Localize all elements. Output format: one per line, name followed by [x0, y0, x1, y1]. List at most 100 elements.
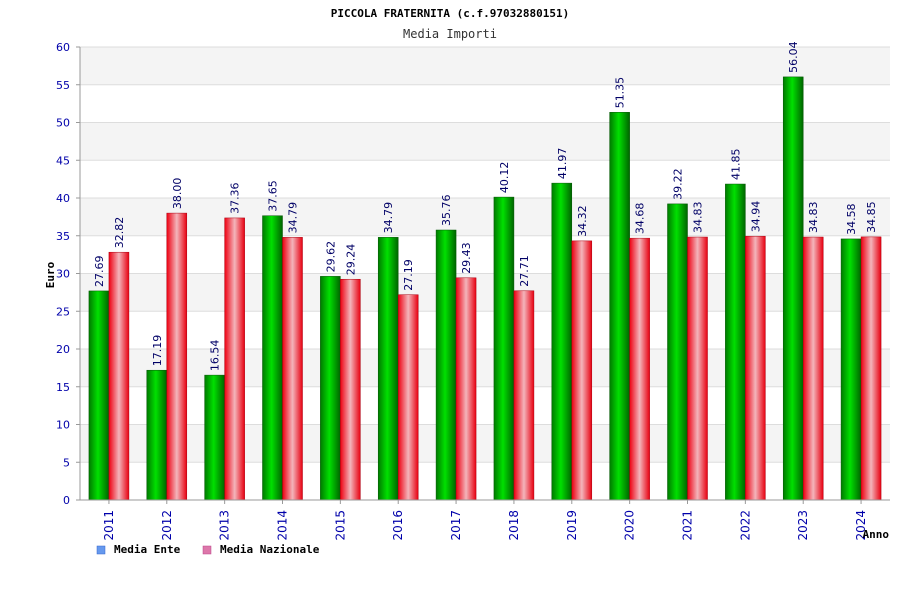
bar-media-nazionale-2014 — [282, 237, 303, 501]
y-tick-label: 45 — [56, 154, 70, 167]
y-tick-label: 40 — [56, 192, 70, 205]
y-axis-ticks: 0 5 10 15 20 25 30 35 40 45 50 55 60 — [56, 41, 80, 507]
value-label: 34.83 — [807, 202, 820, 234]
value-label: 34.32 — [576, 205, 589, 237]
value-label: 34.94 — [749, 201, 762, 233]
plot-band — [80, 47, 890, 85]
bar-media-ente-2011 — [88, 290, 110, 501]
bar-media-nazionale-2017 — [455, 277, 477, 501]
x-axis-ticks: 2011 2012 2013 2014 2015 2016 2017 2018 2019 2020… — [102, 500, 868, 541]
bar-media-ente-2020 — [609, 112, 630, 501]
y-tick-label: 15 — [56, 381, 70, 394]
plot-band — [80, 198, 890, 236]
x-tick-label: 2014 — [276, 510, 290, 541]
bar-media-ente-2023 — [782, 76, 804, 501]
bar-media-nazionale-2018 — [513, 290, 535, 501]
bar-media-nazionale-2024 — [860, 236, 882, 501]
value-label: 29.24 — [344, 244, 357, 276]
value-label: 27.71 — [518, 255, 531, 287]
y-tick-label: 55 — [56, 79, 70, 92]
x-tick-label: 2016 — [391, 510, 405, 541]
value-label: 32.82 — [113, 217, 126, 249]
bar-media-ente-2021 — [667, 203, 688, 501]
y-tick-label: 5 — [63, 456, 70, 469]
bar-media-ente-2017 — [435, 229, 457, 501]
plot-band — [80, 462, 890, 500]
plot-band — [80, 235, 890, 274]
x-tick-label: 2018 — [507, 510, 521, 541]
x-tick-label: 2011 — [102, 510, 116, 541]
y-axis-label: Euro — [44, 261, 57, 288]
bar-media-nazionale-2015 — [340, 278, 361, 501]
value-label: 29.43 — [460, 242, 473, 274]
value-labels: 27.69 32.82 17.19 38.00 16.54 37.36 37.65 34.79… — [93, 41, 878, 371]
x-tick-label: 2022 — [738, 510, 752, 541]
value-label: 29.62 — [324, 241, 337, 273]
legend-swatch-media-ente — [96, 545, 106, 555]
value-label: 37.36 — [229, 182, 242, 214]
value-label: 34.83 — [692, 202, 705, 234]
bar-media-nazionale-2020 — [629, 237, 650, 501]
x-tick-label: 2024 — [854, 510, 868, 541]
bars — [88, 76, 882, 501]
value-label: 27.69 — [93, 255, 106, 287]
chart-title: PICCOLA FRATERNITA (c.f.97032880151) — [331, 7, 569, 20]
plot-band — [80, 122, 890, 161]
y-tick-label: 50 — [56, 117, 70, 130]
y-tick-label: 25 — [56, 305, 70, 318]
bar-media-nazionale-2012 — [166, 212, 188, 501]
chart-subtitle: Media Importi — [403, 27, 497, 41]
legend: Media Ente Media Nazionale — [96, 543, 320, 556]
value-label: 39.22 — [672, 168, 685, 200]
plot-band — [80, 424, 890, 463]
y-tick-label: 20 — [56, 343, 70, 356]
y-tick-label: 35 — [56, 230, 70, 243]
plot-band — [80, 160, 890, 198]
bar-media-nazionale-2019 — [571, 240, 593, 501]
bar-media-nazionale-2022 — [745, 235, 766, 501]
bar-media-nazionale-2021 — [687, 236, 708, 501]
value-label: 38.00 — [171, 178, 184, 210]
bar-media-ente-2022 — [725, 183, 746, 501]
plot-band — [80, 349, 890, 387]
y-tick-label: 60 — [56, 41, 70, 54]
x-tick-label: 2013 — [218, 510, 232, 541]
x-tick-label: 2020 — [623, 510, 637, 541]
value-label: 41.85 — [729, 149, 742, 181]
bar-media-ente-2018 — [493, 196, 515, 501]
value-label: 41.97 — [556, 148, 569, 180]
x-tick-label: 2017 — [449, 510, 463, 541]
bar-media-nazionale-2023 — [802, 236, 824, 501]
y-tick-label: 0 — [63, 494, 70, 507]
value-label: 51.35 — [614, 77, 627, 109]
bar-media-ente-2016 — [377, 237, 399, 501]
bar-media-ente-2015 — [320, 276, 341, 501]
bar-media-nazionale-2013 — [224, 217, 245, 501]
x-tick-label: 2023 — [796, 510, 810, 541]
value-label: 40.12 — [498, 162, 511, 194]
y-tick-label: 10 — [56, 419, 70, 432]
value-label: 27.19 — [402, 259, 415, 291]
x-tick-label: 2015 — [333, 510, 347, 541]
bar-media-ente-2013 — [204, 374, 225, 501]
x-tick-label: 2012 — [160, 510, 174, 541]
bar-media-ente-2024 — [840, 238, 862, 501]
value-label: 34.68 — [634, 203, 647, 235]
legend-swatch-media-nazionale — [202, 545, 212, 555]
plot-band — [80, 84, 890, 123]
value-label: 35.76 — [440, 195, 453, 227]
y-tick-label: 30 — [56, 268, 70, 281]
bar-media-nazionale-2016 — [397, 294, 419, 501]
value-label: 16.54 — [209, 340, 222, 372]
value-label: 34.79 — [287, 202, 300, 234]
value-label: 34.85 — [865, 201, 878, 233]
value-label: 37.65 — [267, 180, 280, 212]
x-tick-label: 2021 — [681, 510, 695, 541]
bar-media-ente-2019 — [551, 182, 573, 501]
x-tick-label: 2019 — [565, 510, 579, 541]
legend-label-media-nazionale: Media Nazionale — [220, 543, 320, 556]
bar-media-ente-2012 — [146, 369, 168, 501]
plot-band — [80, 273, 890, 312]
plot-band — [80, 386, 890, 425]
